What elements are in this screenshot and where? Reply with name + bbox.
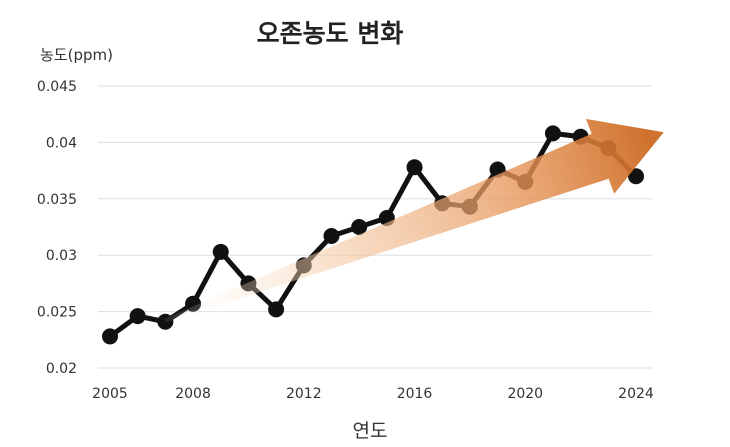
data-point-2005 xyxy=(102,328,118,345)
series-line-path-0 xyxy=(108,130,638,339)
data-point-2014 xyxy=(351,219,368,235)
data-point-2011 xyxy=(268,301,285,318)
x-tick-label-0: 2005 xyxy=(92,386,128,402)
data-point-2021 xyxy=(544,125,561,142)
x-axis-label: 연도 xyxy=(353,420,388,442)
trend-arrow xyxy=(164,118,664,323)
data-point-2006 xyxy=(129,308,146,325)
y-tick-label-5: 0.02 xyxy=(46,361,77,377)
y-tick-label-4: 0.025 xyxy=(37,305,77,321)
x-axis-ticks: 2005 2008 2012 2016 2020 2024 xyxy=(92,386,654,402)
data-point-2013 xyxy=(323,228,340,245)
y-axis-ticks: 0.045 0.04 0.035 0.03 0.025 0.02 xyxy=(37,79,77,377)
x-tick-label-3: 2016 xyxy=(397,386,433,402)
x-tick-label-4: 2020 xyxy=(507,386,543,402)
y-tick-label-0: 0.045 xyxy=(37,79,77,95)
grid-lines xyxy=(98,85,652,369)
chart-title: 오존농도 변화 xyxy=(257,19,404,48)
data-point-2024 xyxy=(628,168,644,185)
y-tick-label-2: 0.035 xyxy=(37,192,77,208)
x-tick-label-5: 2024 xyxy=(618,386,654,402)
y-tick-label-3: 0.03 xyxy=(46,248,77,264)
data-point-2016 xyxy=(406,159,423,176)
x-tick-label-1: 2008 xyxy=(175,386,211,402)
y-tick-label-1: 0.04 xyxy=(46,135,77,151)
x-tick-label-2: 2012 xyxy=(286,386,322,402)
trend-arrow-shape xyxy=(164,118,664,323)
data-point-2009 xyxy=(212,243,229,260)
y-axis-label: 농도(ppm) xyxy=(40,46,113,64)
